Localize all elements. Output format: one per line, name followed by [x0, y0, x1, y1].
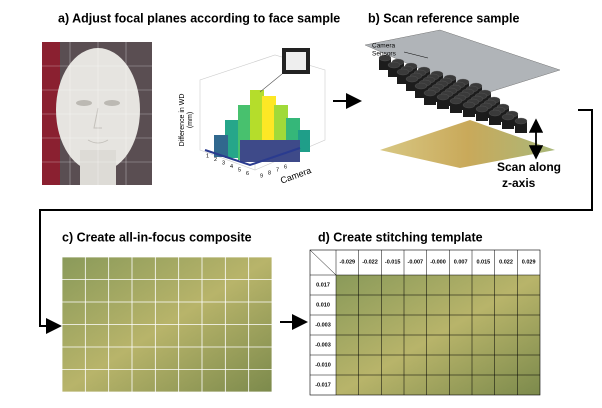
column-header: 0.007	[454, 259, 468, 265]
camera	[437, 97, 449, 109]
camera-top	[501, 113, 515, 121]
camera	[463, 105, 475, 117]
column-header: -0.015	[385, 259, 401, 265]
camera-top	[449, 97, 463, 105]
column-header: -0.000	[430, 259, 446, 265]
panel-title: c) Create all-in-focus composite	[62, 230, 252, 244]
camera-top	[514, 117, 528, 125]
axis-label: Difference in WD	[179, 94, 186, 147]
camera-top	[436, 93, 450, 101]
camera	[424, 93, 436, 105]
tick-label: 3	[222, 160, 225, 166]
row-header: 0.010	[316, 302, 330, 308]
camera-top	[378, 54, 392, 62]
camera-top	[396, 68, 410, 76]
row-header: -0.003	[315, 322, 331, 328]
column-header: -0.029	[340, 259, 356, 265]
tick-label: 6	[246, 171, 249, 177]
camera-top	[423, 89, 437, 97]
camera-top	[488, 109, 502, 117]
tick-label: 5	[238, 167, 241, 173]
camera-top	[405, 75, 419, 83]
column-header: 0.029	[522, 259, 536, 265]
row-header: -0.017	[315, 382, 331, 388]
column-header: 0.015	[476, 259, 490, 265]
pointer	[403, 51, 429, 59]
tick-label: 7	[276, 167, 279, 173]
tick-label: 6	[284, 164, 287, 170]
camera	[450, 101, 462, 113]
bar-3d-plot	[199, 48, 326, 171]
row-header: 0.017	[316, 282, 330, 288]
tick-label: 1	[206, 153, 209, 159]
label: z-axis	[502, 176, 536, 190]
camera	[476, 109, 488, 121]
label: Camera	[372, 43, 396, 50]
camera	[502, 117, 514, 129]
camera-array	[364, 29, 561, 168]
camera	[515, 121, 527, 133]
camera-top	[462, 101, 476, 109]
axis-label: (mm)	[187, 112, 194, 128]
tick-label: 9	[260, 173, 263, 179]
panel-title: d) Create stitching template	[318, 230, 483, 244]
tick-label: 2	[214, 157, 217, 163]
connector	[39, 109, 593, 334]
table-border	[309, 249, 541, 396]
tick-label: 4	[230, 164, 233, 170]
panel-title: b) Scan reference sample	[368, 11, 520, 25]
column-header: 0.022	[499, 259, 513, 265]
camera-top	[414, 82, 428, 90]
camera-top	[387, 61, 401, 69]
label: Scan along	[497, 160, 561, 174]
column-header: -0.022	[362, 259, 378, 265]
camera-top	[475, 105, 489, 113]
row-header: -0.010	[315, 362, 331, 368]
panel-title: a) Adjust focal planes according to face…	[58, 11, 340, 25]
tick-label: 8	[268, 170, 271, 176]
label: Sensors	[372, 51, 397, 58]
stitching-table: -0.029 -0.022 -0.015 -0.007 -0.000 0.007 0.015…	[309, 249, 541, 396]
camera	[489, 113, 501, 125]
column-header: -0.007	[408, 259, 424, 265]
row-header: -0.003	[315, 342, 331, 348]
composite-image	[61, 256, 273, 393]
face-photo	[42, 42, 152, 185]
